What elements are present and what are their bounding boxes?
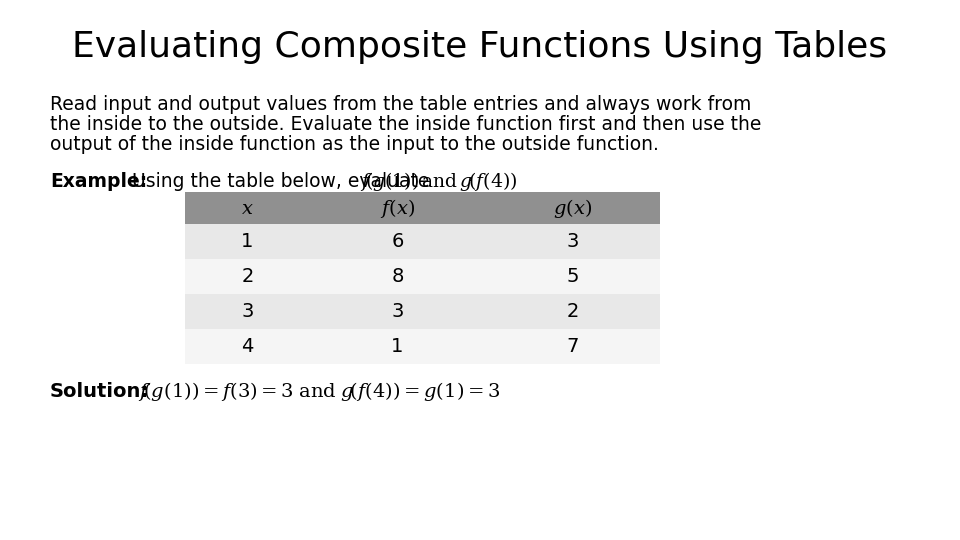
Text: Solution:: Solution: bbox=[50, 382, 149, 401]
Text: 3: 3 bbox=[241, 302, 253, 321]
Text: 4: 4 bbox=[241, 337, 253, 356]
Text: 3: 3 bbox=[392, 302, 404, 321]
Text: 5: 5 bbox=[566, 267, 579, 286]
Text: the inside to the outside. Evaluate the inside function first and then use the: the inside to the outside. Evaluate the … bbox=[50, 115, 761, 134]
Text: $f\!\left(g(1)\right)$$\,\mathrm{and}\,$$g\!\left(f(4)\right)$: $f\!\left(g(1)\right)$$\,\mathrm{and}\,$… bbox=[360, 170, 517, 193]
Text: 8: 8 bbox=[392, 267, 404, 286]
Bar bbox=[185, 329, 310, 364]
Text: $f\!\left(g(1)\right) = f(3) = 3$$\;\mathrm{and}\;$$g\!\left(f(4)\right) = g(1) : $f\!\left(g(1)\right) = f(3) = 3$$\;\mat… bbox=[138, 380, 500, 403]
Bar bbox=[485, 224, 660, 259]
Text: 1: 1 bbox=[241, 232, 253, 251]
Bar bbox=[310, 259, 485, 294]
Text: 1: 1 bbox=[392, 337, 404, 356]
Bar bbox=[485, 192, 660, 224]
Bar bbox=[310, 294, 485, 329]
Text: Evaluating Composite Functions Using Tables: Evaluating Composite Functions Using Tab… bbox=[72, 30, 888, 64]
Bar bbox=[310, 192, 485, 224]
Text: output of the inside function as the input to the outside function.: output of the inside function as the inp… bbox=[50, 135, 659, 154]
Bar bbox=[310, 224, 485, 259]
Bar bbox=[185, 224, 310, 259]
Text: 6: 6 bbox=[392, 232, 404, 251]
Bar bbox=[485, 294, 660, 329]
Text: 3: 3 bbox=[566, 232, 579, 251]
Bar bbox=[485, 329, 660, 364]
Bar bbox=[310, 329, 485, 364]
Text: 7: 7 bbox=[566, 337, 579, 356]
Bar bbox=[185, 294, 310, 329]
Text: Using the table below, evaluate: Using the table below, evaluate bbox=[132, 172, 429, 191]
Text: $f(x)$: $f(x)$ bbox=[380, 197, 415, 219]
Bar bbox=[185, 259, 310, 294]
Text: Read input and output values from the table entries and always work from: Read input and output values from the ta… bbox=[50, 95, 752, 114]
Text: $g(x)$: $g(x)$ bbox=[553, 197, 592, 219]
Bar bbox=[485, 259, 660, 294]
Text: $x$: $x$ bbox=[241, 199, 253, 218]
Text: Example:: Example: bbox=[50, 172, 147, 191]
Text: 2: 2 bbox=[566, 302, 579, 321]
Bar bbox=[185, 192, 310, 224]
Text: 2: 2 bbox=[241, 267, 253, 286]
